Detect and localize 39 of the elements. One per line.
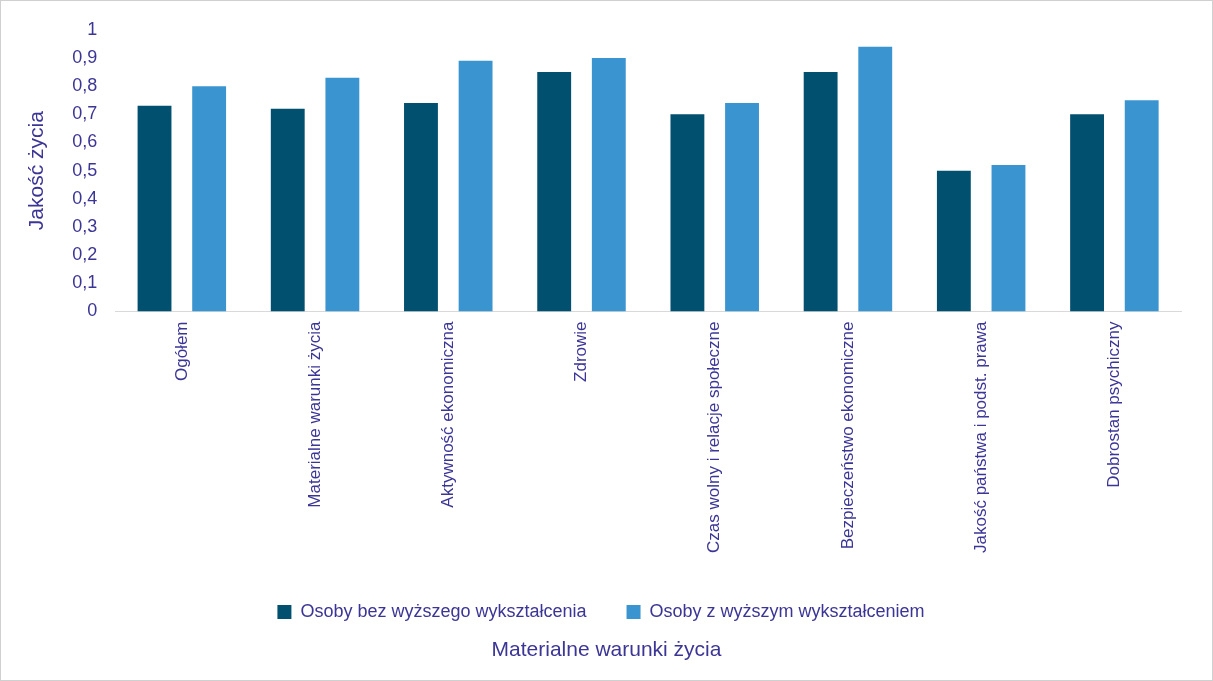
y-tick-label: 0,5 bbox=[72, 159, 98, 180]
y-tick-label: 0,4 bbox=[72, 187, 98, 208]
bar bbox=[325, 77, 360, 312]
bar bbox=[404, 103, 438, 312]
bar bbox=[936, 170, 971, 312]
bar bbox=[537, 72, 572, 312]
legend-label: Osoby bez wyższego wykształcenia bbox=[300, 600, 588, 621]
bar bbox=[591, 57, 626, 312]
x-tick-label: Czas wolny i relacje społeczne bbox=[704, 321, 724, 553]
x-tick-label: Jakość państwa i podst. prawa bbox=[970, 320, 990, 554]
y-tick-label: 0,6 bbox=[72, 131, 98, 152]
bar bbox=[192, 86, 227, 312]
y-tick-label: 0,7 bbox=[72, 103, 98, 124]
bar bbox=[803, 72, 838, 312]
bar bbox=[137, 105, 172, 312]
y-tick-label: 0,9 bbox=[72, 46, 98, 67]
x-axis-title: Materialne warunki życia bbox=[490, 637, 723, 661]
x-tick-label: Bezpieczeństwo ekonomiczne bbox=[837, 321, 857, 550]
y-tick-label: 0,2 bbox=[72, 244, 98, 265]
x-tick-label: Zdrowie bbox=[571, 321, 591, 382]
y-tick-label: 0 bbox=[87, 300, 98, 321]
x-tick-label: Ogółem bbox=[171, 321, 191, 382]
bar bbox=[270, 108, 305, 312]
bar bbox=[858, 46, 893, 312]
bar bbox=[991, 165, 1026, 312]
x-tick-label: Materialne warunki życia bbox=[304, 320, 324, 508]
bar bbox=[1070, 114, 1105, 312]
y-tick-label: 1 bbox=[87, 18, 98, 39]
x-tick-label: Aktywność ekonomiczna bbox=[437, 320, 457, 508]
bar bbox=[1124, 100, 1159, 312]
y-tick-label: 0,3 bbox=[72, 215, 98, 236]
bar bbox=[725, 103, 759, 312]
bar bbox=[458, 60, 493, 312]
y-axis-title: Jakość życia bbox=[24, 110, 48, 231]
y-tick-label: 0,8 bbox=[72, 75, 98, 96]
legend-label: Osoby z wyższym wykształceniem bbox=[649, 600, 925, 621]
bar bbox=[670, 114, 705, 312]
x-tick-label: Dobrostan psychiczny bbox=[1104, 321, 1124, 488]
y-tick-label: 0,1 bbox=[72, 272, 98, 293]
